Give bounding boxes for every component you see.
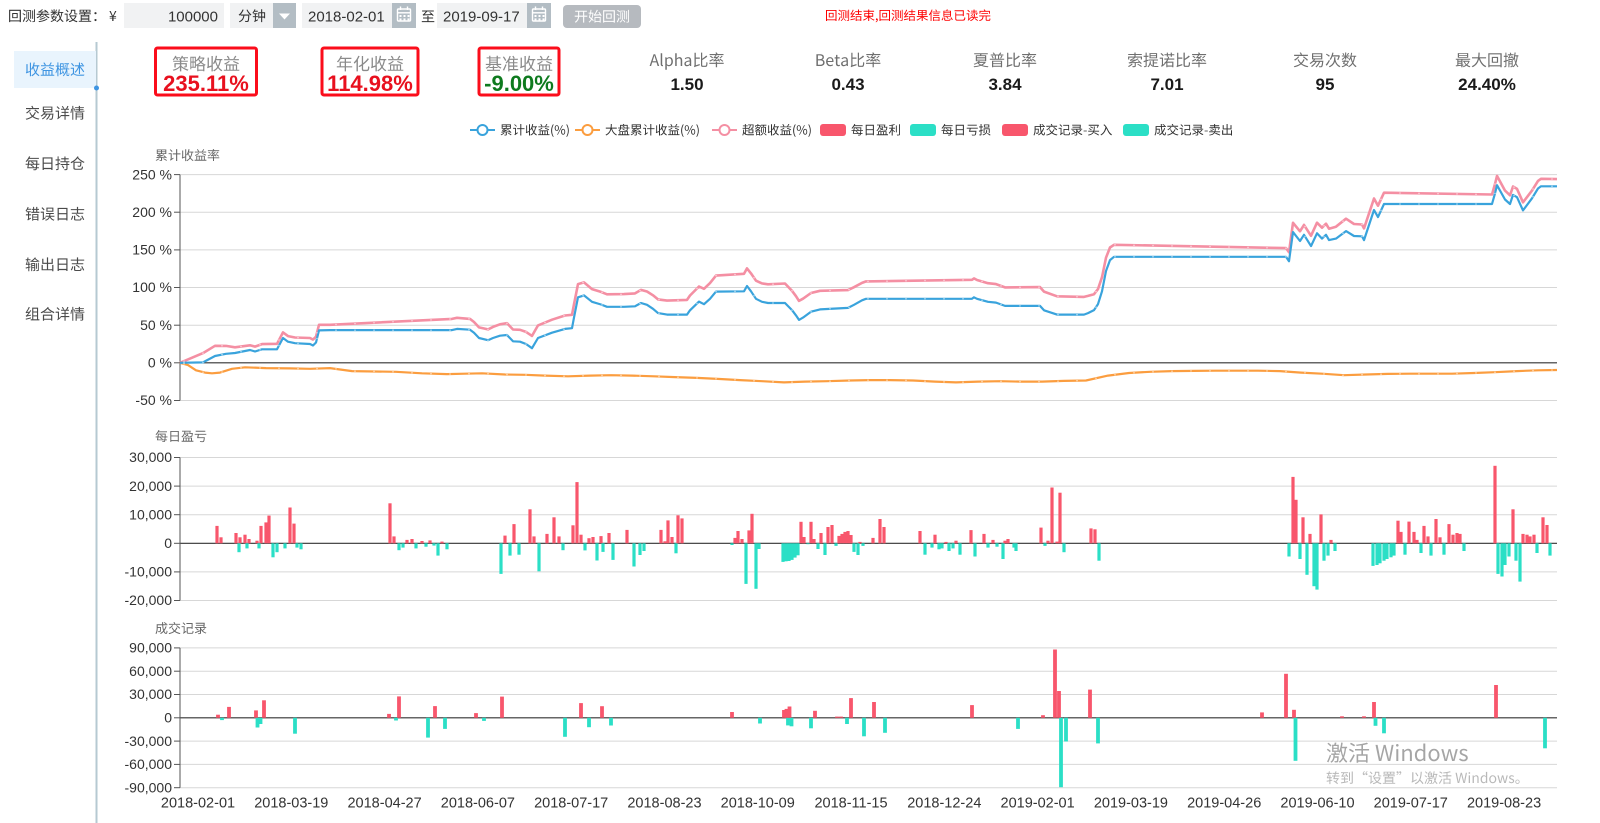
svg-text:-30,000: -30,000 <box>125 733 173 749</box>
svg-text:-20,000: -20,000 <box>125 592 173 608</box>
svg-text:95: 95 <box>1316 75 1335 94</box>
svg-text:2018-10-09: 2018-10-09 <box>721 796 795 812</box>
svg-text:-50 %: -50 % <box>135 392 172 408</box>
svg-text:30,000: 30,000 <box>129 686 172 702</box>
svg-text:0 %: 0 % <box>148 355 172 371</box>
svg-text:20,000: 20,000 <box>129 478 172 494</box>
svg-text:-10,000: -10,000 <box>125 564 173 580</box>
svg-text:200 %: 200 % <box>132 204 172 220</box>
svg-text:2019-08-23: 2019-08-23 <box>1467 796 1541 812</box>
svg-text:90,000: 90,000 <box>129 640 172 656</box>
svg-text:2019-02-01: 2019-02-01 <box>1001 796 1075 812</box>
svg-text:10,000: 10,000 <box>129 506 172 522</box>
svg-text:114.98%: 114.98% <box>327 71 413 96</box>
svg-text:50 %: 50 % <box>140 317 172 333</box>
svg-text:7.01: 7.01 <box>1150 75 1183 94</box>
svg-text:2019-07-17: 2019-07-17 <box>1374 796 1448 812</box>
svg-text:2019-03-19: 2019-03-19 <box>1094 796 1168 812</box>
svg-text:60,000: 60,000 <box>129 663 172 679</box>
svg-text:2019-09-17: 2019-09-17 <box>443 9 520 26</box>
svg-text:-90,000: -90,000 <box>125 779 173 795</box>
svg-text:0: 0 <box>164 710 172 726</box>
svg-text:2018-02-01: 2018-02-01 <box>308 9 385 26</box>
svg-text:2018-03-19: 2018-03-19 <box>254 796 328 812</box>
svg-text:0.43: 0.43 <box>831 75 864 94</box>
svg-text:30,000: 30,000 <box>129 449 172 465</box>
svg-text:100 %: 100 % <box>132 279 172 295</box>
svg-text:24.40%: 24.40% <box>1458 75 1516 94</box>
svg-text:3.84: 3.84 <box>988 75 1022 94</box>
svg-text:2018-12-24: 2018-12-24 <box>907 796 981 812</box>
svg-text:2019-06-10: 2019-06-10 <box>1280 796 1354 812</box>
svg-text:2018-08-23: 2018-08-23 <box>627 796 701 812</box>
svg-text:100000: 100000 <box>168 9 218 26</box>
svg-text:2018-11-15: 2018-11-15 <box>814 796 887 812</box>
svg-text:2018-04-27: 2018-04-27 <box>347 796 421 812</box>
svg-text:2019-04-26: 2019-04-26 <box>1187 796 1261 812</box>
svg-text:150 %: 150 % <box>132 242 172 258</box>
svg-text:0: 0 <box>164 535 172 551</box>
svg-text:1.50: 1.50 <box>670 75 703 94</box>
svg-text:2018-02-01: 2018-02-01 <box>161 796 235 812</box>
svg-text:250 %: 250 % <box>132 166 172 182</box>
svg-text:-9.00%: -9.00% <box>484 71 554 96</box>
svg-text:-60,000: -60,000 <box>125 756 173 772</box>
svg-text:235.11%: 235.11% <box>163 71 249 96</box>
svg-text:2018-07-17: 2018-07-17 <box>534 796 608 812</box>
svg-text:2018-06-07: 2018-06-07 <box>441 796 515 812</box>
